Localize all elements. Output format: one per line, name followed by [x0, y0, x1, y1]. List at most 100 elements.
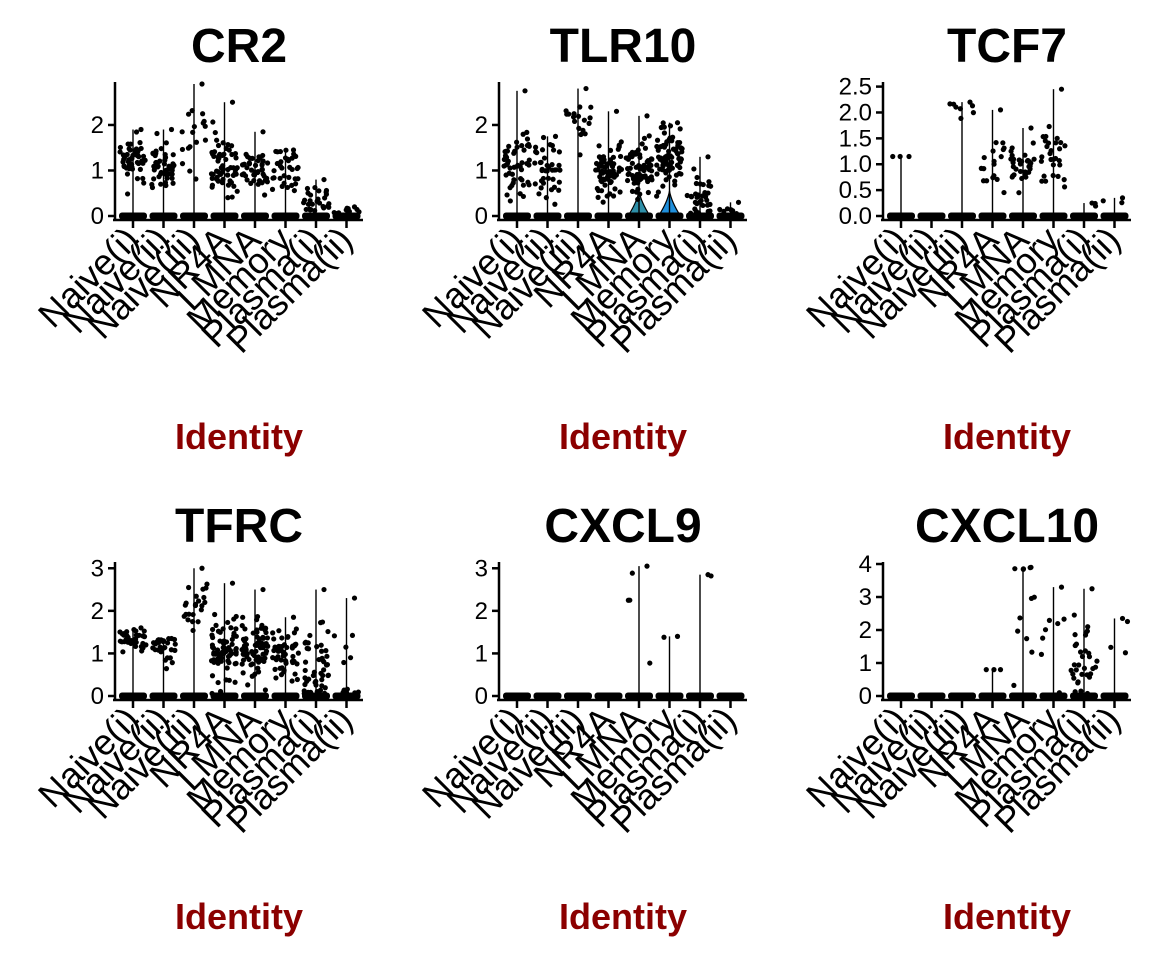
panel-tfrc: TFRC0123Naive(i)Naive(ii)Naive(iii)NR4AL…	[30, 500, 363, 937]
data-point	[117, 149, 123, 155]
y-tick-label: 2	[91, 112, 104, 139]
data-point	[285, 156, 291, 162]
data-point	[307, 632, 313, 639]
data-point	[189, 619, 196, 625]
data-point	[244, 154, 251, 160]
data-point	[610, 154, 616, 160]
data-point	[314, 198, 320, 204]
data-point	[209, 632, 215, 638]
data-point	[264, 160, 271, 166]
zero-points	[625, 212, 653, 220]
zero-points	[594, 212, 623, 220]
data-point	[550, 176, 556, 182]
data-point	[270, 630, 276, 636]
data-point	[170, 180, 176, 186]
data-point	[538, 159, 544, 165]
data-point	[202, 599, 208, 605]
data-point	[320, 657, 326, 664]
data-point	[226, 677, 232, 683]
data-point	[700, 202, 706, 209]
data-point	[658, 155, 664, 161]
data-point	[163, 182, 169, 189]
data-point	[211, 657, 217, 663]
data-point	[665, 167, 671, 173]
data-point	[1072, 632, 1078, 638]
data-point	[209, 690, 215, 697]
data-point	[215, 142, 222, 149]
data-point	[1073, 667, 1079, 673]
data-point	[660, 183, 666, 189]
data-point	[625, 166, 631, 172]
data-point	[231, 183, 237, 189]
max-point	[644, 563, 650, 569]
data-point	[140, 633, 146, 639]
data-point	[717, 206, 723, 213]
data-point	[278, 657, 284, 663]
data-point	[305, 201, 312, 207]
data-point	[189, 108, 195, 114]
data-point	[252, 162, 259, 168]
data-point	[169, 171, 175, 177]
data-point	[991, 158, 997, 164]
data-point	[538, 185, 544, 191]
data-point	[164, 640, 171, 646]
data-point	[544, 168, 550, 174]
max-point	[1028, 125, 1034, 131]
data-point	[154, 164, 161, 170]
zero-points	[1009, 692, 1037, 700]
max-point	[705, 572, 711, 578]
data-point	[170, 161, 176, 167]
data-point	[1042, 627, 1049, 633]
data-point	[318, 620, 324, 626]
data-point	[255, 181, 261, 187]
data-point	[239, 661, 245, 667]
data-point	[217, 170, 223, 176]
max-point	[735, 199, 742, 205]
data-point	[154, 130, 160, 137]
data-point	[544, 162, 550, 169]
max-point	[199, 81, 205, 87]
panel-title: TCF7	[947, 20, 1067, 73]
data-point	[1038, 158, 1045, 164]
data-point	[150, 640, 157, 646]
data-point	[1010, 164, 1016, 170]
data-point	[673, 172, 680, 178]
data-point	[230, 172, 237, 178]
data-point	[1017, 168, 1024, 175]
data-point	[283, 660, 289, 666]
data-point	[217, 688, 224, 695]
y-tick-label: 2.0	[839, 99, 872, 126]
data-point	[1071, 675, 1077, 681]
data-point	[1071, 612, 1077, 618]
max-point	[1089, 200, 1095, 206]
data-point	[261, 658, 267, 665]
data-point	[305, 646, 312, 652]
y-tick-label: 2	[475, 112, 488, 139]
data-point	[1031, 156, 1037, 162]
zero-points	[180, 212, 208, 220]
data-point	[514, 139, 520, 145]
data-point	[281, 173, 287, 179]
data-point	[263, 648, 270, 654]
data-point	[341, 659, 347, 666]
data-point	[1094, 658, 1100, 664]
data-point	[324, 653, 330, 659]
data-point	[223, 145, 229, 152]
y-tick-label: 1.0	[839, 151, 872, 178]
data-point	[201, 118, 207, 124]
data-point	[229, 194, 235, 200]
data-point	[602, 182, 608, 188]
data-point	[970, 110, 977, 116]
data-point	[231, 616, 237, 622]
data-point	[630, 176, 637, 182]
data-point	[636, 171, 642, 177]
data-point	[1011, 682, 1017, 688]
data-point	[1058, 139, 1064, 146]
data-point	[897, 153, 903, 160]
data-point	[221, 641, 227, 647]
zero-points	[210, 212, 239, 220]
data-point	[284, 644, 290, 651]
data-point	[260, 634, 266, 640]
data-point	[233, 155, 239, 161]
data-point	[1001, 189, 1007, 196]
